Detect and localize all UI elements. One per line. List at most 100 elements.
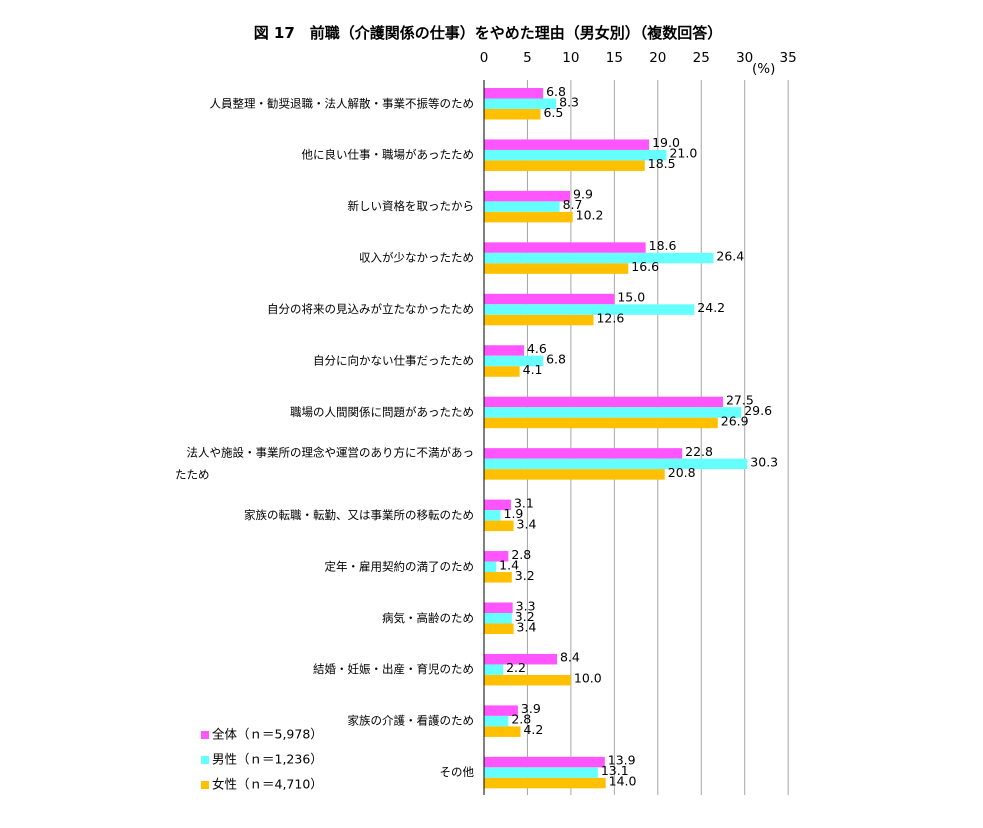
legend: 全体（ｎ＝5,978） 男性（ｎ＝1,236） 女性（ｎ＝4,710） — [201, 727, 323, 792]
data-label: 12.6 — [596, 311, 624, 326]
bar — [484, 314, 594, 326]
bar — [484, 190, 571, 202]
x-axis-ticks: 0 5 10 15 20 25 30 35 — [480, 50, 797, 66]
category-label: その他 — [440, 765, 475, 779]
data-label: 1.9 — [504, 506, 524, 521]
bar — [484, 263, 629, 274]
x-tick-label: 25 — [693, 50, 710, 66]
data-label: 3.3 — [516, 598, 536, 613]
data-label: 2.8 — [511, 547, 531, 562]
data-label: 6.5 — [543, 105, 563, 120]
bar — [484, 139, 650, 150]
legend-label: 男性（ｎ＝1,236） — [212, 752, 323, 767]
bar — [484, 623, 514, 634]
bar — [484, 499, 511, 511]
data-label: 4.2 — [523, 722, 543, 737]
bar — [484, 561, 497, 573]
category-label: 結婚・妊娠・出産・育児のため — [313, 662, 474, 676]
data-label: 6.8 — [546, 352, 566, 367]
bar — [484, 715, 509, 727]
x-tick-label: 0 — [480, 50, 489, 66]
data-label: 26.4 — [716, 249, 744, 264]
data-label: 4.6 — [527, 341, 547, 356]
category-label: 人員整理・勧奨退職・法人解散・事業不振等のため — [210, 96, 475, 110]
bar — [484, 355, 544, 367]
data-label: 3.4 — [517, 619, 537, 634]
data-label: 13.9 — [608, 753, 636, 768]
category-label: 家族の介護・看護のため — [348, 714, 475, 728]
data-label: 16.6 — [631, 259, 659, 274]
category-label: 新しい資格を取ったから — [348, 199, 475, 213]
category-label: 他に良い仕事・職場があったため — [302, 148, 475, 162]
bar — [484, 510, 501, 521]
bar — [484, 293, 615, 305]
data-label: 3.9 — [521, 701, 541, 716]
data-label: 8.7 — [563, 197, 583, 212]
bar — [484, 417, 718, 429]
category-label: 自分に向かない仕事だったため — [313, 354, 474, 368]
x-tick-label: 35 — [780, 50, 797, 66]
bar — [484, 109, 541, 120]
bar — [484, 201, 560, 212]
x-tick-label: 15 — [606, 50, 623, 66]
bar — [484, 613, 512, 624]
data-label: 27.5 — [726, 392, 754, 407]
data-label: 3.2 — [515, 568, 535, 583]
bar — [484, 572, 512, 583]
bar — [484, 407, 742, 418]
category-label: 自分の将来の見込みが立たなかったため — [267, 302, 474, 316]
data-label: 18.5 — [648, 156, 676, 171]
category-label: 収入が少なかったため — [359, 251, 474, 265]
category-label: 定年・雇用契約の満了のため — [325, 559, 475, 573]
x-tick-label: 30 — [736, 50, 753, 66]
data-label: 9.9 — [573, 187, 593, 202]
bar — [484, 396, 723, 408]
bar — [484, 551, 509, 562]
data-label: 2.8 — [511, 712, 531, 727]
bar — [484, 160, 645, 171]
data-label: 3.4 — [517, 516, 537, 531]
legend-label: 全体（ｎ＝5,978） — [212, 727, 323, 742]
bar — [484, 767, 598, 778]
data-label: 19.0 — [652, 135, 680, 150]
gridlines — [526, 80, 789, 795]
x-tick-label: 5 — [523, 50, 532, 66]
bar — [484, 777, 606, 789]
bar — [484, 304, 695, 315]
category-label: たため — [175, 467, 210, 481]
data-label: 1.4 — [499, 557, 519, 572]
data-label: 10.0 — [574, 671, 602, 686]
data-label: 2.2 — [506, 660, 526, 675]
bar — [484, 520, 514, 532]
legend-swatch — [201, 731, 209, 739]
bars: 6.88.36.519.021.018.59.98.710.218.626.41… — [484, 84, 778, 789]
x-tick-label: 10 — [562, 50, 579, 66]
bar — [484, 674, 571, 686]
data-label: 10.2 — [576, 208, 604, 223]
legend-swatch — [201, 781, 209, 789]
bar — [484, 602, 513, 613]
data-label: 4.1 — [523, 362, 543, 377]
category-labels: 人員整理・勧奨退職・法人解散・事業不振等のため他に良い仕事・職場があったため新し… — [175, 96, 474, 779]
bar — [484, 664, 504, 675]
data-label: 24.2 — [697, 300, 725, 315]
data-label: 13.1 — [601, 763, 629, 778]
category-label: 法人や施設・事業所の理念や運営のあり方に不満があっ — [187, 445, 475, 459]
data-label: 26.9 — [721, 413, 749, 428]
data-label: 22.8 — [685, 444, 713, 459]
data-label: 20.8 — [668, 465, 696, 480]
bar — [484, 469, 665, 480]
data-label: 29.6 — [744, 403, 772, 418]
data-label: 8.3 — [559, 94, 579, 109]
bar — [484, 458, 748, 470]
data-label: 15.0 — [617, 290, 645, 305]
x-tick-label: 20 — [649, 50, 666, 66]
bar — [484, 98, 557, 109]
data-label: 8.4 — [560, 650, 580, 665]
data-label: 3.1 — [514, 495, 534, 510]
bar — [484, 88, 544, 99]
bar — [484, 252, 714, 264]
bar — [484, 242, 646, 253]
bar — [484, 149, 667, 161]
